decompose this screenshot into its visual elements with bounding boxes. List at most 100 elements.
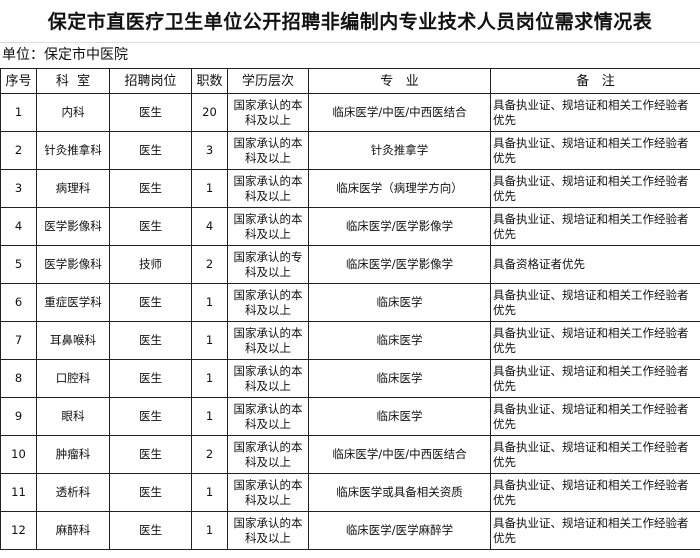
- table-row: 5 医学影像科 技师 2 国家承认的专科及以上 临床医学/医学影像学 具备资格证者优先: [0, 245, 700, 284]
- cell-major: 临床医学: [308, 283, 491, 322]
- column-header: 学历层次: [227, 68, 309, 94]
- job-table: 序号科 室招聘岗位 职数 学历层次专 业备 注 1 内科 医生 20 国家承认的本科及以上临…: [0, 68, 700, 550]
- cell-count: 1: [191, 283, 228, 322]
- cell-count: 2: [191, 435, 228, 474]
- cell-seq: 3: [0, 169, 37, 208]
- table-row: 7 耳鼻喉科 医生 1 国家承认的本科及以上 临床医学 具备执业证、规培证和相关工作经验者优…: [0, 321, 700, 360]
- cell-education: 国家承认的本科及以上: [227, 359, 309, 398]
- cell-department: 口腔科: [36, 359, 110, 398]
- cell-department: 透析科: [36, 473, 110, 512]
- column-header: 科 室: [36, 68, 110, 94]
- cell-count: 1: [191, 359, 228, 398]
- cell-department: 肿瘤科: [36, 435, 110, 474]
- cell-note: 具备执业证、规培证和相关工作经验者优先: [490, 283, 700, 322]
- unit-label: 单位：保定市中医院: [2, 47, 128, 63]
- cell-count: 1: [191, 397, 228, 436]
- table-row: 4 医学影像科 医生 4 国家承认的本科及以上 临床医学/医学影像学 具备执业证、规培证和相…: [0, 207, 700, 246]
- cell-seq: 9: [0, 397, 37, 436]
- cell-position: 技师: [109, 245, 192, 284]
- cell-seq: 8: [0, 359, 37, 398]
- cell-major: 临床医学: [308, 321, 491, 360]
- cell-position: 医生: [109, 93, 192, 132]
- cell-count: 1: [191, 321, 228, 360]
- cell-seq: 2: [0, 131, 37, 170]
- cell-department: 医学影像科: [36, 207, 110, 246]
- cell-position: 医生: [109, 359, 192, 398]
- cell-note: 具备执业证、规培证和相关工作经验者优先: [490, 321, 700, 360]
- cell-position: 医生: [109, 283, 192, 322]
- cell-education: 国家承认的本科及以上: [227, 435, 309, 474]
- cell-count: 4: [191, 207, 228, 246]
- cell-seq: 4: [0, 207, 37, 246]
- cell-department: 耳鼻喉科: [36, 321, 110, 360]
- cell-count: 1: [191, 473, 228, 512]
- cell-department: 针灸推拿科: [36, 131, 110, 170]
- table-row: 1 内科 医生 20 国家承认的本科及以上 临床医学/中医/中西医结合 具备执业证、规培证和…: [0, 93, 700, 132]
- cell-note: 具备执业证、规培证和相关工作经验者优先: [490, 435, 700, 474]
- cell-position: 医生: [109, 511, 192, 550]
- column-header: 职数: [191, 68, 228, 94]
- cell-count: 20: [191, 93, 228, 132]
- cell-major: 临床医学: [308, 397, 491, 436]
- table-row: 9 眼科 医生 1 国家承认的本科及以上 临床医学 具备执业证、规培证和相关工作经验者优先: [0, 397, 700, 436]
- cell-count: 3: [191, 131, 228, 170]
- cell-position: 医生: [109, 207, 192, 246]
- cell-note: 具备执业证、规培证和相关工作经验者优先: [490, 511, 700, 550]
- cell-major: 针灸推拿学: [308, 131, 491, 170]
- cell-note: 具备执业证、规培证和相关工作经验者优先: [490, 131, 700, 170]
- table-row: 12 麻醉科 医生 1 国家承认的本科及以上 临床医学/医学麻醉学 具备执业证、规培证和相关…: [0, 511, 700, 550]
- cell-position: 医生: [109, 169, 192, 208]
- cell-education: 国家承认的本科及以上: [227, 169, 309, 208]
- cell-note: 具备资格证者优先: [490, 245, 700, 284]
- cell-major: 临床医学或具备相关资质: [308, 473, 491, 512]
- cell-department: 眼科: [36, 397, 110, 436]
- cell-count: 1: [191, 169, 228, 208]
- header-row: 序号科 室招聘岗位 职数 学历层次专 业备 注: [0, 68, 700, 94]
- cell-education: 国家承认的本科及以上: [227, 283, 309, 322]
- cell-position: 医生: [109, 321, 192, 360]
- cell-education: 国家承认的本科及以上: [227, 93, 309, 132]
- column-header: 招聘岗位: [109, 68, 192, 94]
- table-row: 6 重症医学科 医生 1 国家承认的本科及以上 临床医学 具备执业证、规培证和相关工作经验者…: [0, 283, 700, 322]
- cell-count: 1: [191, 511, 228, 550]
- cell-education: 国家承认的专科及以上: [227, 245, 309, 284]
- cell-department: 医学影像科: [36, 245, 110, 284]
- cell-position: 医生: [109, 397, 192, 436]
- cell-education: 国家承认的本科及以上: [227, 131, 309, 170]
- cell-seq: 1: [0, 93, 37, 132]
- cell-note: 具备执业证、规培证和相关工作经验者优先: [490, 93, 700, 132]
- cell-department: 病理科: [36, 169, 110, 208]
- cell-seq: 10: [0, 435, 37, 474]
- cell-major: 临床医学: [308, 359, 491, 398]
- cell-note: 具备执业证、规培证和相关工作经验者优先: [490, 207, 700, 246]
- cell-seq: 6: [0, 283, 37, 322]
- cell-note: 具备执业证、规培证和相关工作经验者优先: [490, 169, 700, 208]
- cell-position: 医生: [109, 131, 192, 170]
- cell-major: 临床医学/医学影像学: [308, 207, 491, 246]
- cell-count: 2: [191, 245, 228, 284]
- cell-position: 医生: [109, 435, 192, 474]
- table-row: 11 透析科 医生 1 国家承认的本科及以上 临床医学或具备相关资质 具备执业证、规培证和相…: [0, 473, 700, 512]
- cell-seq: 11: [0, 473, 37, 512]
- cell-major: 临床医学/中医/中西医结合: [308, 93, 491, 132]
- cell-major: 临床医学/医学麻醉学: [308, 511, 491, 550]
- column-header: 序号: [0, 68, 37, 94]
- page-title: 保定市直医疗卫生单位公开招聘非编制内专业技术人员岗位需求情况表: [0, 0, 700, 43]
- cell-seq: 12: [0, 511, 37, 550]
- cell-seq: 5: [0, 245, 37, 284]
- table-row: 2 针灸推拿科 医生 3 国家承认的本科及以上 针灸推拿学 具备执业证、规培证和相关工作经验…: [0, 131, 700, 170]
- cell-note: 具备执业证、规培证和相关工作经验者优先: [490, 397, 700, 436]
- cell-education: 国家承认的本科及以上: [227, 511, 309, 550]
- cell-education: 国家承认的本科及以上: [227, 207, 309, 246]
- column-header: 备 注: [490, 68, 700, 94]
- table-row: 3 病理科 医生 1 国家承认的本科及以上 临床医学（病理学方向） 具备执业证、规培证和相关…: [0, 169, 700, 208]
- cell-position: 医生: [109, 473, 192, 512]
- cell-education: 国家承认的本科及以上: [227, 397, 309, 436]
- table-row: 10 肿瘤科 医生 2 国家承认的本科及以上 临床医学/中医/中西医结合 具备执业证、规培证…: [0, 435, 700, 474]
- cell-major: 临床医学/中医/中西医结合: [308, 435, 491, 474]
- table-row: 8 口腔科 医生 1 国家承认的本科及以上 临床医学 具备执业证、规培证和相关工作经验者优先: [0, 359, 700, 398]
- cell-education: 国家承认的本科及以上: [227, 473, 309, 512]
- cell-department: 内科: [36, 93, 110, 132]
- cell-education: 国家承认的本科及以上: [227, 321, 309, 360]
- cell-note: 具备执业证、规培证和相关工作经验者优先: [490, 359, 700, 398]
